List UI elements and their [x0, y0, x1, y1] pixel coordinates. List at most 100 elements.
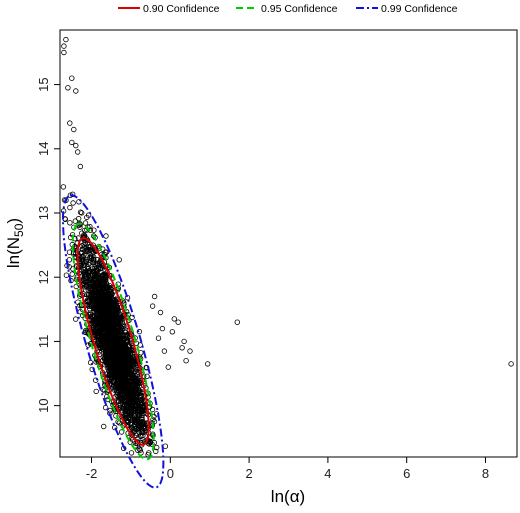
x-tick-label: 2 — [245, 466, 252, 481]
data-point — [79, 256, 85, 262]
data-point — [131, 402, 137, 408]
data-point — [116, 339, 122, 346]
data-point — [153, 444, 160, 451]
data-point — [100, 322, 107, 329]
data-point — [113, 413, 119, 419]
data-point — [91, 227, 97, 233]
data-point — [118, 429, 125, 435]
data-point — [104, 347, 110, 353]
data-point — [95, 261, 101, 268]
data-point — [86, 246, 93, 253]
data-point — [67, 220, 73, 226]
data-point — [119, 316, 126, 322]
data-point — [101, 292, 108, 299]
data-point — [112, 373, 118, 379]
data-point — [133, 418, 139, 425]
legend-label-095: 0.95 Confidence — [261, 3, 338, 15]
y-tick-label: 11 — [36, 335, 51, 349]
data-point — [106, 358, 112, 364]
data-point — [151, 293, 158, 300]
data-point — [126, 377, 133, 383]
data-point — [103, 233, 109, 239]
data-point — [118, 352, 124, 358]
data-point — [125, 354, 132, 360]
data-point — [95, 328, 102, 334]
data-point — [86, 277, 92, 283]
y-axis-title-main: ln(N — [4, 237, 23, 268]
y-axis-title: ln(N50) — [4, 218, 26, 268]
x-tick-label: 4 — [324, 466, 331, 481]
data-point — [103, 277, 109, 283]
data-point — [181, 338, 187, 345]
data-point — [204, 361, 211, 367]
data-point — [187, 348, 193, 354]
data-point — [113, 365, 119, 371]
data-point — [87, 341, 94, 347]
data-point — [121, 366, 127, 372]
data-point — [127, 420, 133, 427]
data-point — [162, 443, 169, 449]
data-point — [69, 75, 75, 81]
data-point — [127, 392, 134, 398]
y-axis-title-close: ) — [4, 218, 23, 224]
data-point — [88, 277, 94, 283]
data-point — [68, 277, 74, 284]
data-point — [102, 284, 109, 290]
data-point — [93, 388, 99, 395]
data-point — [69, 139, 75, 146]
data-point — [110, 356, 116, 362]
data-point — [77, 163, 84, 170]
data-point — [78, 210, 85, 216]
data-point — [149, 406, 156, 413]
data-point — [116, 257, 122, 263]
data-point — [129, 360, 136, 366]
data-point — [117, 337, 123, 343]
data-point — [130, 374, 136, 380]
data-point — [92, 377, 99, 383]
data-point — [127, 371, 133, 378]
data-point — [100, 423, 107, 430]
data-point — [61, 49, 67, 56]
data-point — [74, 149, 81, 155]
data-point — [133, 432, 139, 439]
data-point — [132, 381, 139, 387]
data-point — [89, 253, 95, 260]
data-point — [105, 307, 111, 313]
data-point — [127, 405, 133, 412]
data-point — [101, 355, 108, 361]
data-point — [77, 209, 84, 215]
data-point — [85, 270, 91, 276]
data-point — [90, 324, 97, 331]
data-point — [85, 248, 91, 254]
data-point — [122, 365, 128, 371]
data-point — [139, 408, 145, 414]
data-point — [85, 261, 92, 268]
data-point — [82, 220, 89, 226]
ellipse-layer — [62, 194, 165, 489]
data-point — [88, 284, 94, 290]
data-point — [111, 376, 118, 383]
data-point — [79, 246, 86, 252]
data-point — [179, 345, 185, 351]
data-point — [83, 270, 89, 276]
data-point — [118, 325, 124, 331]
data-point — [112, 318, 118, 324]
data-point — [113, 351, 119, 357]
data-point — [106, 351, 112, 358]
data-point — [63, 272, 70, 278]
data-point — [111, 338, 117, 344]
data-point — [132, 398, 138, 404]
data-point — [100, 338, 106, 344]
legend-label-090: 0.90 Confidence — [143, 3, 220, 15]
data-point — [65, 85, 71, 91]
data-point — [123, 414, 129, 420]
data-point — [70, 200, 76, 206]
data-point — [99, 281, 105, 287]
data-point — [153, 448, 159, 455]
data-point — [110, 354, 116, 360]
axis-layer: -2 0 2 4 6 8 10 11 12 13 14 15 — [36, 77, 489, 481]
data-point — [94, 281, 100, 288]
data-point — [67, 204, 73, 211]
data-point — [116, 389, 123, 395]
